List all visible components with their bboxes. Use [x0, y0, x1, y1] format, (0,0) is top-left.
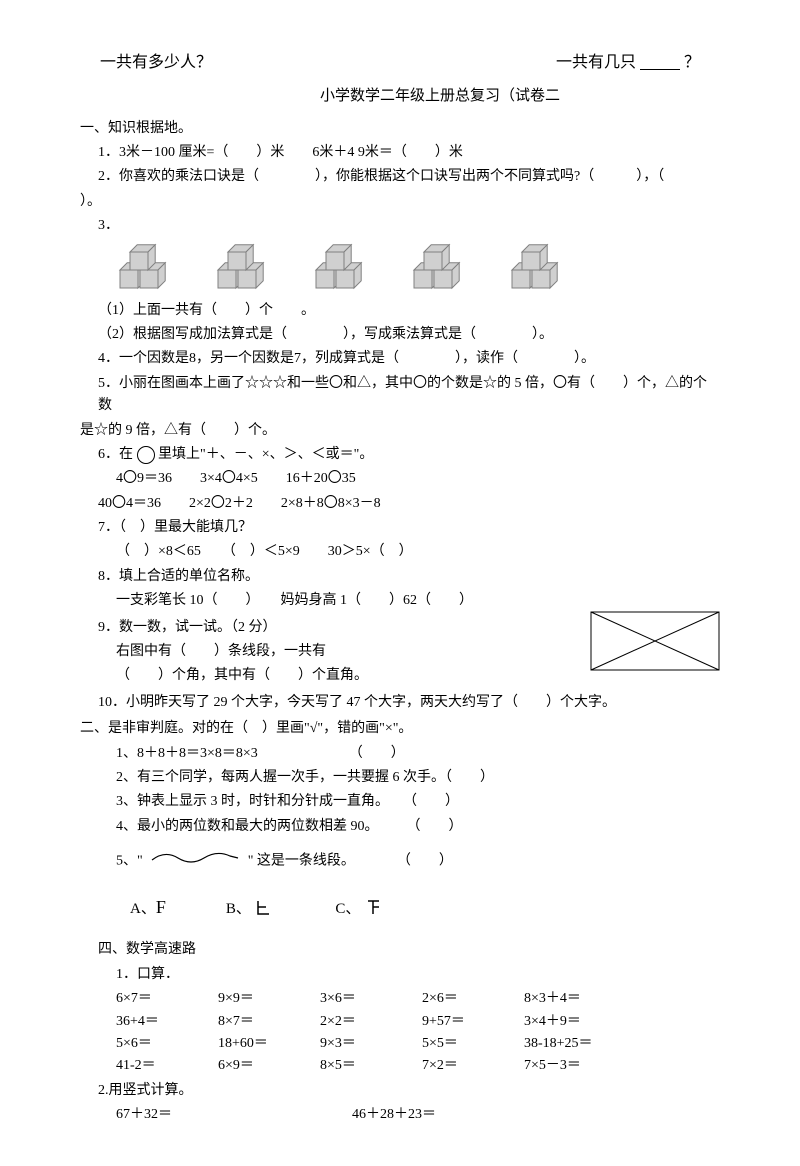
q1-3-1: （1）上面一共有（ ）个 。: [80, 300, 720, 322]
letter-shape-b-icon: [255, 898, 275, 918]
option-a: A、F: [130, 893, 166, 922]
q4-sub1: 1．口算．: [80, 964, 720, 986]
q9-diagram: [590, 611, 720, 679]
q2-5: 5、" " 这是一条线段。 （ ）: [80, 848, 720, 874]
letter-options: A、F B、 C、: [80, 893, 720, 922]
cube-figures: [80, 242, 720, 292]
q2-2: 2、有三个同学，每两人握一次手，一共要握 6 次手。（ ）: [80, 767, 720, 789]
cube-group-5: [508, 242, 578, 292]
q4-sub2: 2.用竖式计算。: [80, 1080, 720, 1102]
cube-group-3: [312, 242, 382, 292]
q1-1: 1．3米－100 厘米=（ ）米 6米＋4 9米＝（ ）米: [80, 142, 720, 164]
q1-10: 10．小明昨天写了 29 个大字，今天写了 47 个大字，两天大约写了（ ）个大…: [80, 692, 720, 714]
q1-8-label: 8．填上合适的单位名称。: [80, 566, 720, 588]
math-row-4: 41-2＝ 6×9＝ 8×5＝ 7×2＝ 7×5－3＝: [116, 1055, 720, 1077]
header-right: 一共有几只 ？: [556, 50, 700, 76]
header-left: 一共有多少人？: [100, 50, 212, 76]
q1-7-label: 7．（ ）里最大能填几？: [80, 517, 720, 539]
q2-1: 1、8＋8＋8＝3×8＝8×3 （ ）: [80, 743, 720, 765]
header-row: 一共有多少人？ 一共有几只 ？: [80, 50, 720, 76]
vertical-calc-row: 67＋32＝ 46＋28＋23＝: [80, 1104, 720, 1126]
cube-group-2: [214, 242, 284, 292]
math-calc-table: 6×7＝ 9×9＝ 3×6＝ 2×6＝ 8×3＋4＝ 36+4＝ 8×7＝ 2×…: [80, 988, 720, 1078]
option-c: C、: [335, 893, 385, 922]
vc1: 67＋32＝: [116, 1104, 172, 1126]
q1-6-row1: 4〇9＝36 3×4〇4×5 16＋20〇35: [80, 468, 720, 490]
cube-group-1: [116, 242, 186, 292]
section2-heading: 二、是非审判庭。对的在（ ）里画"√"，错的画"×"。: [80, 718, 720, 740]
q1-7-row: （ ）×8＜65 （ ）＜5×9 30＞5×（ ）: [80, 541, 720, 563]
letter-shape-c-icon: [365, 898, 385, 918]
section1-heading: 一、知识根据地。: [80, 118, 720, 140]
rectangle-diagonals-icon: [590, 611, 720, 671]
document-title: 小学数学二年级上册总复习（试卷二: [160, 84, 720, 108]
section4-heading: 四、数学高速路: [80, 939, 720, 961]
cube-group-4: [410, 242, 480, 292]
q2-3: 3、钟表上显示 3 时，时针和分针成一直角。 （ ）: [80, 791, 720, 813]
q1-2b: ）。: [80, 191, 720, 213]
blank-underline: [640, 56, 680, 70]
circle-icon: [137, 446, 155, 464]
q2-4: 4、最小的两位数和最大的两位数相差 90。 （ ）: [80, 816, 720, 838]
math-row-3: 5×6＝ 18+60＝ 9×3＝ 5×5＝ 38-18+25＝: [116, 1033, 720, 1055]
q1-5b: 是☆的 9 倍，△有（ ）个。: [80, 420, 720, 442]
q1-3-2: （2）根据图写成加法算式是（ ），写成乘法算式是（ ）。: [80, 324, 720, 346]
q1-8-row: 一支彩笔长 10（ ） 妈妈身高 1（ ）62（ ）: [80, 590, 720, 612]
option-b: B、: [226, 893, 276, 922]
q1-9-row2: （ ）个角，其中有（ ）个直角。: [80, 665, 560, 687]
q1-5a: 5．小丽在图画本上画了☆☆☆和一些〇和△，其中〇的个数是☆的 5 倍，〇有（ ）…: [80, 373, 720, 418]
q1-4: 4．一个因数是8，另一个因数是7，列成算式是（ ），读作（ ）。: [80, 348, 720, 370]
math-row-2: 36+4＝ 8×7＝ 2×2＝ 9+57＝ 3×4＋9＝: [116, 1011, 720, 1033]
q1-9-label: 9．数一数，试一试。（2 分）: [80, 617, 560, 639]
q1-2a: 2．你喜欢的乘法口诀是（ ），你能根据这个口诀写出两个不同算式吗?（ ），（: [80, 166, 720, 188]
math-row-1: 6×7＝ 9×9＝ 3×6＝ 2×6＝ 8×3＋4＝: [116, 988, 720, 1010]
q1-6-label: 6．在 里填上"＋、－、×、＞、＜或＝"。: [80, 444, 720, 466]
wavy-line-icon: [150, 848, 240, 874]
q1-9-row1: 右图中有（ ）条线段，一共有: [80, 641, 560, 663]
vc2: 46＋28＋23＝: [352, 1104, 436, 1126]
q1-3-label: 3．: [80, 215, 720, 237]
q1-6-row2: 40〇4＝36 2×2〇2＋2 2×8＋8〇8×3－8: [80, 493, 720, 515]
